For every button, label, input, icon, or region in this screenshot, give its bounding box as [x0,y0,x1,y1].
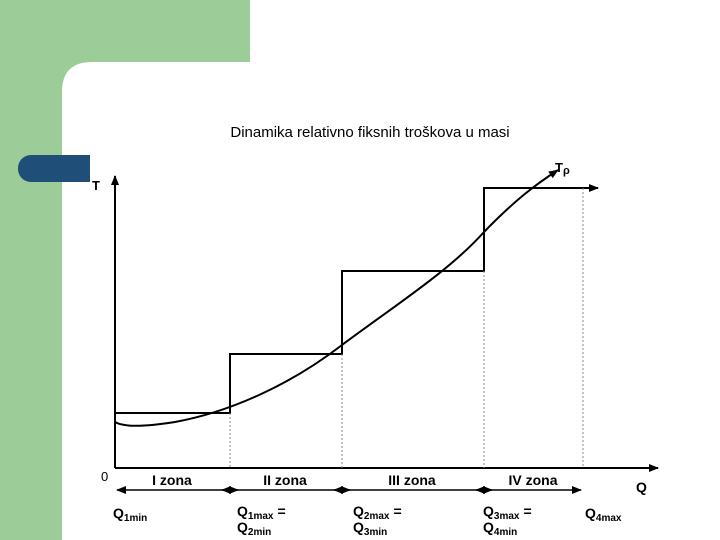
label-part: 2max [364,511,390,522]
label-part: 1min [124,513,147,524]
q-label: Q2max = [353,503,402,522]
q-label: Q2min [237,519,271,538]
label-part: Q [353,503,364,519]
y-axis-label: T [92,178,100,193]
curve-label-main: T [555,160,563,175]
label-part: = [523,503,531,519]
step-function [115,187,583,414]
q-label: Q1max = [237,503,286,522]
zone-label: I zona [152,472,192,488]
label-part: Q [585,505,596,521]
label-part: Q [237,519,248,535]
tab-mask [90,150,130,190]
label-part: Q [237,503,248,519]
curve-label: Tρ [555,160,570,177]
q-label: Q1min [113,505,147,524]
label-part: 3min [364,527,387,538]
label-part: Q [353,519,364,535]
label-part: 4min [494,527,517,538]
title: Dinamika relativno fiksnih troškova u ma… [230,124,509,141]
q-labels: Q1min Q1max = Q2min Q2max = Q3min Q3max = Q… [113,503,622,538]
label-part: Q [483,519,494,535]
zone-label: III zona [388,472,436,488]
label-part: Q [483,503,494,519]
q-label: Q3max = [483,503,532,522]
green-frame [0,0,250,540]
x-axis-label: Q [636,479,647,495]
q-label: Q3min [353,519,387,538]
label-part: = [277,503,285,519]
curve-label-sub: ρ [563,165,570,177]
zone-label: IV zona [508,472,557,488]
label-part: 4max [596,513,622,524]
label-part: 2min [248,527,271,538]
cost-curve [114,169,559,427]
label-part: Q [113,505,124,521]
q-label: Q4max [585,505,622,524]
zone-label: II zona [263,472,307,488]
dashed-lines [229,188,584,468]
label-part: 3max [494,511,520,522]
q-label: Q4min [483,519,517,538]
origin-label: 0 [101,469,108,484]
label-part: = [393,503,401,519]
label-part: 1max [248,511,274,522]
